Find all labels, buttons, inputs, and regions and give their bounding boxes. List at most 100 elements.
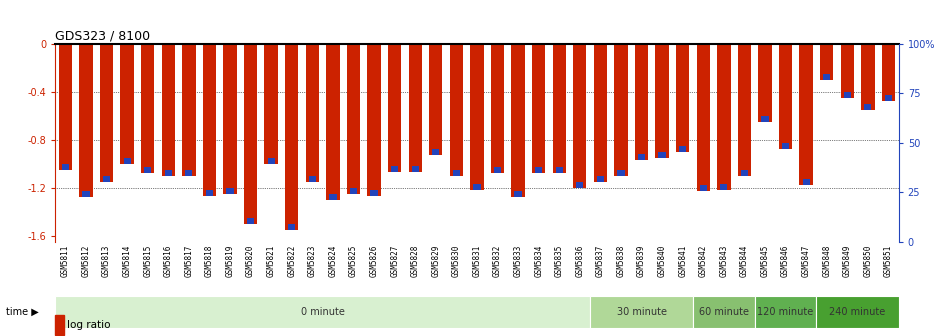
Bar <box>145 167 151 173</box>
Text: GSM5832: GSM5832 <box>493 245 502 277</box>
Bar <box>491 44 504 173</box>
Bar <box>555 167 563 173</box>
Bar <box>553 44 566 173</box>
Text: GSM5836: GSM5836 <box>575 245 584 277</box>
Bar <box>779 44 792 150</box>
Text: GSM5818: GSM5818 <box>205 245 214 277</box>
Bar <box>614 44 628 176</box>
Bar <box>223 44 237 194</box>
Text: GSM5814: GSM5814 <box>123 245 131 277</box>
Bar <box>326 44 340 200</box>
Bar <box>884 95 892 101</box>
Bar <box>679 146 687 152</box>
Bar <box>350 188 357 194</box>
Bar <box>862 44 875 110</box>
Bar <box>183 44 196 176</box>
Bar <box>305 44 319 182</box>
Bar <box>267 158 275 164</box>
Bar <box>617 170 625 176</box>
Bar <box>247 218 254 224</box>
Bar <box>676 44 689 152</box>
Bar <box>55 314 64 335</box>
Bar <box>62 164 69 170</box>
Text: GSM5848: GSM5848 <box>823 245 831 277</box>
Text: 0 minute: 0 minute <box>301 307 344 317</box>
Bar <box>367 44 380 196</box>
Bar <box>535 167 542 173</box>
Text: GSM5813: GSM5813 <box>102 245 111 277</box>
Text: GSM5824: GSM5824 <box>328 245 338 277</box>
Text: GSM5846: GSM5846 <box>781 245 790 277</box>
Bar <box>823 74 830 80</box>
Text: GSM5851: GSM5851 <box>883 245 893 277</box>
Bar <box>741 170 748 176</box>
Bar <box>100 44 113 182</box>
Bar <box>590 296 693 328</box>
Bar <box>474 184 480 190</box>
Text: GSM5812: GSM5812 <box>82 245 90 277</box>
Text: GSM5841: GSM5841 <box>678 245 688 277</box>
Text: GSM5844: GSM5844 <box>740 245 748 277</box>
Text: GSM5822: GSM5822 <box>287 245 297 277</box>
Text: GSM5827: GSM5827 <box>390 245 399 277</box>
Text: GSM5826: GSM5826 <box>370 245 378 277</box>
Bar <box>165 170 172 176</box>
Bar <box>841 44 854 98</box>
Bar <box>762 116 768 122</box>
Bar <box>532 44 545 173</box>
Text: GSM5817: GSM5817 <box>184 245 193 277</box>
Bar <box>243 44 258 224</box>
Text: GSM5823: GSM5823 <box>308 245 317 277</box>
Bar <box>141 44 154 173</box>
Bar <box>638 154 645 160</box>
Bar <box>593 44 607 182</box>
Bar <box>514 192 522 198</box>
Text: GDS323 / 8100: GDS323 / 8100 <box>55 30 150 43</box>
Bar <box>429 44 442 156</box>
Bar <box>285 44 299 230</box>
Text: GSM5842: GSM5842 <box>699 245 708 277</box>
Text: GSM5839: GSM5839 <box>637 245 646 277</box>
Bar <box>347 44 360 194</box>
Bar <box>782 143 789 150</box>
Bar <box>820 44 833 80</box>
Text: 30 minute: 30 minute <box>616 307 667 317</box>
Bar <box>83 192 89 198</box>
Bar <box>720 184 728 190</box>
Text: GSM5833: GSM5833 <box>514 245 523 277</box>
Bar <box>453 170 460 176</box>
Text: 240 minute: 240 minute <box>829 307 885 317</box>
Text: GSM5845: GSM5845 <box>761 245 769 277</box>
Bar <box>655 44 669 158</box>
Bar <box>412 166 418 172</box>
Bar <box>329 194 337 200</box>
Bar <box>597 176 604 182</box>
Bar <box>717 44 730 190</box>
Text: GSM5849: GSM5849 <box>843 245 852 277</box>
Text: GSM5830: GSM5830 <box>452 245 461 277</box>
Bar <box>696 44 710 192</box>
Bar <box>864 104 871 110</box>
Bar <box>800 44 813 185</box>
Bar <box>816 296 899 328</box>
Bar <box>103 176 110 182</box>
Text: GSM5828: GSM5828 <box>411 245 419 277</box>
Bar <box>288 224 296 230</box>
Bar <box>79 44 92 198</box>
Text: GSM5835: GSM5835 <box>554 245 564 277</box>
Text: GSM5837: GSM5837 <box>596 245 605 277</box>
Text: GSM5838: GSM5838 <box>616 245 626 277</box>
Text: time ▶: time ▶ <box>6 307 38 317</box>
Bar <box>391 166 398 172</box>
Bar <box>758 44 771 122</box>
Bar <box>388 44 401 172</box>
Bar <box>55 296 590 328</box>
Bar <box>185 170 192 176</box>
Bar <box>450 44 463 176</box>
Bar <box>738 44 751 176</box>
Text: 60 minute: 60 minute <box>699 307 748 317</box>
Bar <box>470 44 484 190</box>
Text: log ratio: log ratio <box>67 320 110 330</box>
Text: GSM5819: GSM5819 <box>225 245 235 277</box>
Bar <box>494 167 501 173</box>
